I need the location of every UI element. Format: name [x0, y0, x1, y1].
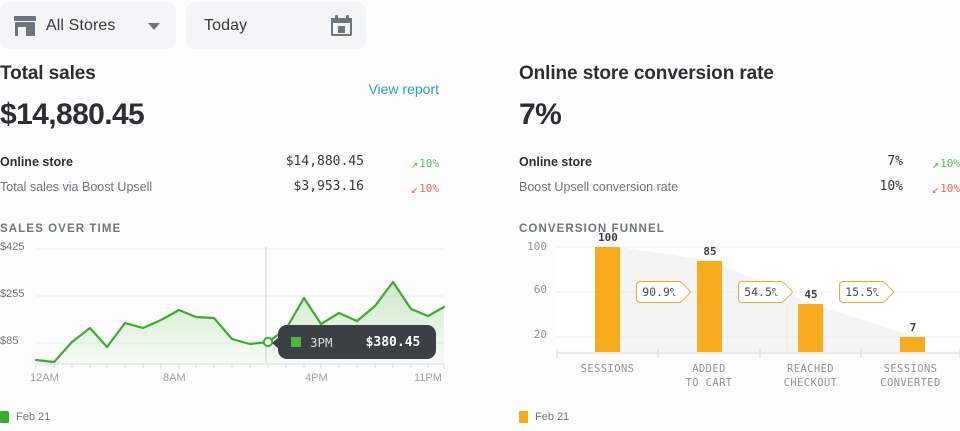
arrow-down-icon: ↙	[931, 181, 940, 196]
conversion-funnel-chart[interactable]: 100 60 20	[519, 231, 960, 410]
metric-delta-value: 10%	[940, 182, 960, 195]
metric-delta: ↙ 10%	[411, 182, 439, 195]
tooltip-label: 3PM	[310, 334, 333, 350]
funnel-bar	[798, 304, 823, 352]
funnel-bar	[900, 337, 925, 352]
y-axis-tick: 100	[527, 240, 547, 253]
funnel-bar-value: 100	[598, 231, 618, 244]
funnel-bar	[595, 247, 620, 352]
date-range-label: Today	[204, 16, 248, 34]
y-axis-tick: $255	[0, 288, 25, 300]
legend-label: Feb 21	[16, 411, 51, 423]
metric-value: $14,880.45	[285, 154, 364, 169]
y-axis-tick: $425	[0, 241, 25, 253]
funnel-bar-value: 45	[804, 288, 818, 301]
metric-delta: ↗ 10%	[932, 157, 960, 170]
metric-label: Online store	[0, 155, 73, 169]
x-axis-tick: 8AM	[163, 372, 186, 384]
metric-delta-value: 10%	[419, 182, 439, 195]
calendar-icon[interactable]	[331, 15, 352, 36]
legend-swatch	[0, 411, 9, 423]
conversion-rate-title: Online store conversion rate	[519, 63, 774, 84]
metric-value: 7%	[887, 154, 903, 169]
arrow-down-icon: ↙	[410, 181, 419, 196]
funnel-category-line: ADDED	[692, 363, 726, 375]
funnel-category-label: SESSIONS CONVERTED	[861, 362, 960, 390]
y-axis-tick: 20	[533, 328, 547, 341]
tooltip-value: $380.45	[365, 334, 421, 350]
sales-over-time-plot	[34, 247, 446, 369]
funnel-bar-value: 85	[703, 245, 717, 258]
metric-row: Boost Upsell conversion rate 10% ↙ 10%	[519, 178, 960, 199]
arrow-up-icon: ↗	[931, 156, 940, 171]
funnel-category-line: SESSIONS	[580, 363, 635, 375]
funnel-category-label: REACHED CHECKOUT	[760, 362, 861, 390]
x-axis-tick: 12AM	[30, 372, 59, 384]
funnel-category-line: CHECKOUT	[783, 377, 838, 389]
total-sales-title: Total sales	[0, 63, 96, 84]
metric-delta: ↙ 10%	[932, 182, 960, 195]
funnel-rate-badge: 54.5%	[738, 281, 785, 303]
funnel-category-line: SESSIONS	[883, 363, 938, 375]
total-sales-card: Total sales View report $14,880.45 Onlin…	[0, 63, 480, 423]
conversion-funnel-label: CONVERSION FUNNEL	[519, 223, 665, 235]
x-axis-tick: 11PM	[414, 372, 442, 384]
arrow-up-icon: ↗	[410, 156, 419, 171]
store-icon	[14, 15, 36, 36]
metric-delta-value: 10%	[940, 157, 960, 170]
y-axis-tick: $85	[0, 335, 19, 347]
sales-over-time-label: SALES OVER TIME	[0, 223, 122, 235]
toolbar: All Stores Today	[0, 0, 960, 52]
metric-row: Online store $14,880.45 ↗ 10%	[0, 153, 480, 174]
view-report-link[interactable]: View report	[368, 81, 439, 97]
x-axis-tick: 4PM	[305, 372, 328, 384]
conversion-rate-card: Online store conversion rate 7% Online s…	[519, 63, 960, 423]
y-axis-tick: 60	[533, 283, 547, 296]
funnel-bar-value: 7	[909, 321, 917, 334]
chart-tooltip: 3PM $380.45	[272, 325, 437, 359]
total-sales-metric-list: Online store $14,880.45 ↗ 10% Total sale…	[0, 153, 480, 199]
funnel-chart-legend[interactable]: Feb 21	[519, 411, 569, 423]
metric-delta: ↗ 10%	[411, 157, 439, 170]
funnel-category-line: REACHED	[786, 363, 835, 375]
conversion-metric-list: Online store 7% ↗ 10% Boost Upsell conve…	[519, 153, 960, 199]
funnel-category-label: ADDED TO CART	[658, 362, 760, 390]
metric-delta-value: 10%	[419, 157, 439, 170]
metric-row: Online store 7% ↗ 10%	[519, 153, 960, 174]
sales-over-time-chart[interactable]: $425 $255 $85	[0, 241, 480, 387]
store-selector-label: All Stores	[46, 16, 116, 34]
funnel-rate-badge: 90.9%	[636, 281, 683, 303]
store-selector[interactable]: All Stores	[0, 2, 176, 49]
date-range-selector[interactable]: Today	[186, 2, 366, 49]
metric-label: Online store	[519, 155, 592, 169]
conversion-rate-value: 7%	[519, 98, 562, 131]
tooltip-series-swatch	[291, 337, 301, 347]
metric-value: 10%	[879, 179, 903, 194]
legend-label: Feb 21	[535, 411, 570, 423]
total-sales-value: $14,880.45	[0, 98, 145, 131]
funnel-category-line: TO CART	[685, 377, 733, 389]
metric-row: Total sales via Boost Upsell $3,953.16 ↙…	[0, 178, 480, 199]
metric-label: Total sales via Boost Upsell	[0, 180, 153, 194]
funnel-category-label: SESSIONS	[557, 362, 658, 376]
metric-label: Boost Upsell conversion rate	[519, 180, 679, 194]
metric-value: $3,953.16	[293, 179, 364, 194]
sales-chart-legend[interactable]: Feb 21	[0, 411, 50, 423]
chevron-down-icon[interactable]	[148, 22, 160, 30]
funnel-bar	[697, 261, 722, 352]
funnel-category-line: CONVERTED	[880, 377, 941, 389]
legend-swatch	[519, 411, 528, 423]
funnel-rate-badge: 15.5%	[839, 281, 886, 303]
